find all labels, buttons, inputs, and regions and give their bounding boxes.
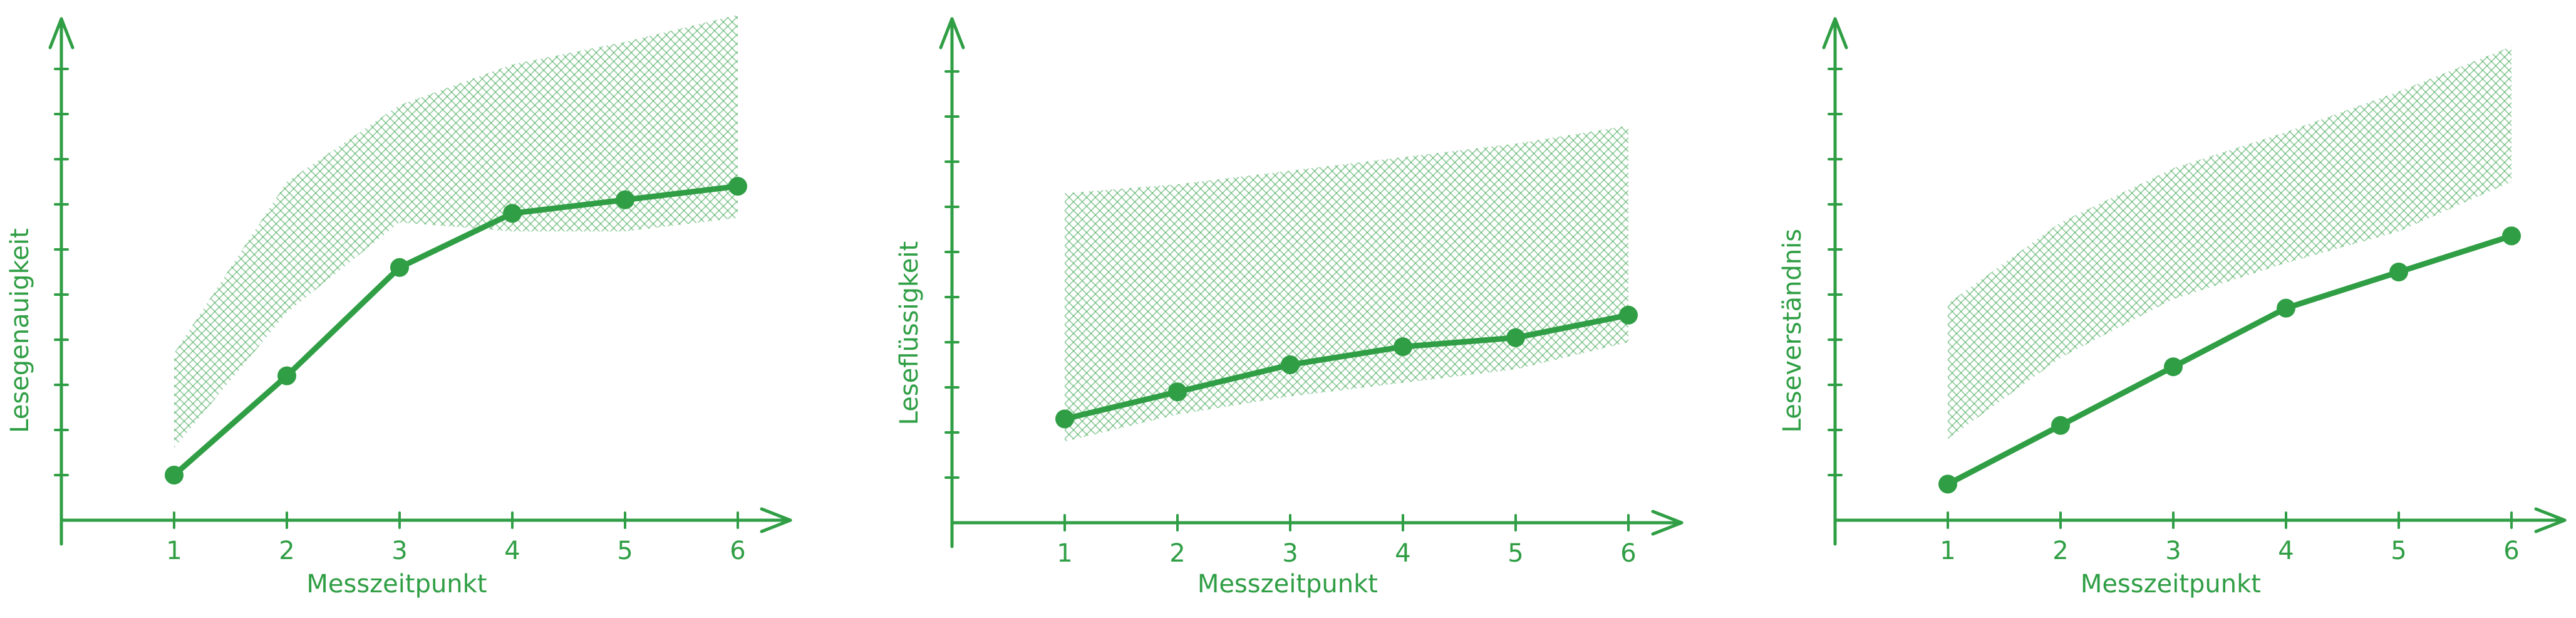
x-tick-label: 1 xyxy=(1057,539,1072,568)
data-point xyxy=(616,190,634,209)
data-point xyxy=(2389,263,2408,281)
data-point xyxy=(2277,298,2295,318)
confidence-band xyxy=(174,14,738,448)
x-tick-label: 6 xyxy=(730,537,745,565)
x-tick-label: 4 xyxy=(2278,537,2294,565)
x-tick-label: 6 xyxy=(1620,539,1636,568)
data-point xyxy=(1281,355,1300,374)
series-line xyxy=(1062,312,1632,422)
x-tick-label: 5 xyxy=(2391,537,2406,565)
data-point xyxy=(165,466,184,484)
chart-svg: 1 2 3 4 5 6 Messzeitpunkt Lesegenauigkeit xyxy=(6,14,792,599)
x-tick-label: 3 xyxy=(1282,539,1298,568)
y-axis-arrowhead xyxy=(1822,17,1848,50)
x-tick-label: 4 xyxy=(504,537,520,565)
data-point xyxy=(503,204,522,223)
data-point xyxy=(1506,328,1525,347)
x-axis-arrowhead xyxy=(760,507,792,533)
x-tick-label: 2 xyxy=(1169,539,1185,568)
data-point xyxy=(1394,337,1412,357)
x-axis-title: Messzeitpunkt xyxy=(1197,570,1378,599)
x-tick-label: 4 xyxy=(1395,539,1410,568)
data-point xyxy=(1938,474,1957,494)
chart-svg: 1 2 3 4 5 6 Messzeitpunkt Leseverständnis xyxy=(1778,17,2567,599)
data-point xyxy=(2051,416,2070,435)
data-point xyxy=(277,366,296,385)
data-point xyxy=(1619,305,1638,325)
y-axis-arrowhead xyxy=(48,17,75,50)
y-axis-title: Leseverständnis xyxy=(1778,229,1807,432)
y-axis-title: Lesegenauigkeit xyxy=(6,228,34,433)
x-tick-label: 6 xyxy=(2503,537,2519,565)
chart-panel-lesefluessigkeit: 1 2 3 4 5 6 Messzeitpunkt Leseflüssigkeit xyxy=(889,0,1697,618)
x-tick-label: 1 xyxy=(1940,537,1955,565)
x-tick-label: 5 xyxy=(617,537,633,565)
x-axis-title: Messzeitpunkt xyxy=(306,570,487,599)
data-point xyxy=(2502,226,2521,246)
x-tick-label: 2 xyxy=(279,537,294,565)
x-tick-label: 1 xyxy=(166,537,182,565)
series-line xyxy=(1945,233,2515,487)
y-axis-arrowhead xyxy=(939,17,965,50)
x-tick-label: 2 xyxy=(2052,537,2068,565)
data-point xyxy=(1168,382,1187,402)
data-point xyxy=(2164,357,2183,377)
chart-panel-lesegenauigkeit: 1 2 3 4 5 6 Messzeitpunkt Lesegenauigkeit xyxy=(0,0,808,618)
x-tick-label: 3 xyxy=(391,537,407,565)
y-axis-title: Leseflüssigkeit xyxy=(895,241,924,426)
chart-panel-leseverstaendnis: 1 2 3 4 5 6 Messzeitpunkt Leseverständnis xyxy=(1772,0,2576,618)
x-tick-label: 3 xyxy=(2165,537,2181,565)
data-point xyxy=(728,177,747,196)
confidence-band xyxy=(1948,46,2511,439)
data-point xyxy=(1055,409,1074,429)
x-axis-arrowhead xyxy=(2534,507,2567,533)
x-tick-label: 5 xyxy=(1508,539,1523,568)
confidence-band xyxy=(1065,125,1628,442)
data-point xyxy=(390,258,409,277)
chart-svg: 1 2 3 4 5 6 Messzeitpunkt Leseflüssigkeit xyxy=(895,17,1684,599)
x-axis-title: Messzeitpunkt xyxy=(2081,570,2261,599)
x-axis-arrowhead xyxy=(1651,510,1684,536)
series-line xyxy=(171,183,741,478)
